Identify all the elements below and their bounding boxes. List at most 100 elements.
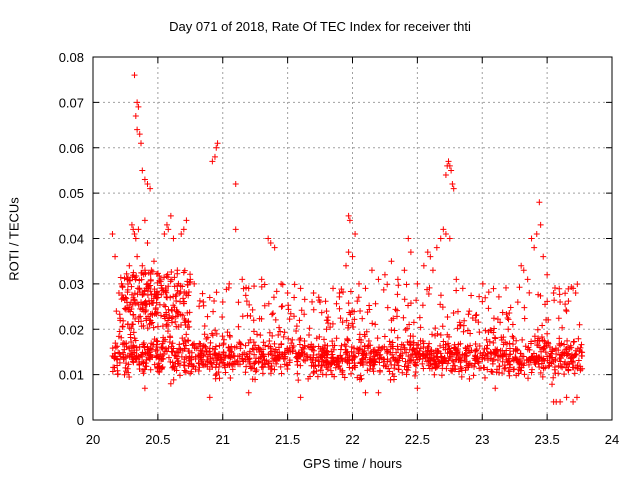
- data-point: [191, 280, 198, 287]
- data-point: [159, 340, 166, 347]
- data-point: [419, 355, 426, 362]
- data-point: [403, 371, 410, 378]
- data-point: [162, 311, 169, 318]
- data-point: [577, 344, 584, 351]
- data-point: [159, 356, 166, 363]
- data-point: [437, 350, 444, 357]
- data-point: [544, 298, 551, 305]
- data-point: [195, 360, 202, 367]
- data-point: [389, 339, 396, 346]
- data-point: [301, 296, 308, 303]
- data-point: [139, 353, 146, 360]
- data-point: [173, 355, 180, 362]
- data-point: [160, 302, 167, 309]
- data-point: [440, 226, 447, 233]
- data-point: [128, 221, 135, 228]
- data-point: [315, 343, 322, 350]
- data-point: [156, 355, 163, 362]
- data-point: [401, 296, 408, 303]
- data-point: [354, 298, 361, 305]
- data-point: [557, 299, 564, 306]
- data-point: [169, 359, 176, 366]
- data-point: [253, 355, 260, 362]
- data-point: [512, 345, 519, 352]
- data-point: [362, 285, 369, 292]
- data-point: [516, 284, 523, 291]
- data-point: [147, 311, 154, 318]
- data-point: [186, 309, 193, 316]
- data-point: [413, 297, 420, 304]
- data-point: [563, 352, 570, 359]
- data-point: [111, 354, 118, 361]
- data-point: [297, 285, 304, 292]
- data-point: [185, 363, 192, 370]
- data-point: [220, 349, 227, 356]
- data-point: [128, 291, 135, 298]
- data-point: [507, 351, 514, 358]
- data-point: [219, 333, 226, 340]
- data-point: [136, 343, 143, 350]
- data-point: [450, 358, 457, 365]
- x-tick-label: 24: [605, 432, 619, 447]
- data-point: [213, 289, 220, 296]
- data-point: [267, 240, 274, 247]
- data-point: [341, 341, 348, 348]
- data-point: [271, 348, 278, 355]
- data-point: [526, 356, 533, 363]
- data-point: [536, 364, 543, 371]
- data-point: [382, 363, 389, 370]
- data-point: [467, 349, 474, 356]
- data-point: [534, 326, 541, 333]
- data-point: [476, 342, 483, 349]
- data-point: [172, 313, 179, 320]
- x-tick-label: 20.5: [145, 432, 170, 447]
- data-point: [531, 333, 538, 340]
- data-point: [310, 344, 317, 351]
- data-point: [570, 339, 577, 346]
- data-point: [246, 348, 253, 355]
- data-point: [485, 305, 492, 312]
- data-point: [473, 346, 480, 353]
- data-point: [139, 306, 146, 313]
- data-point: [170, 376, 177, 383]
- data-point: [186, 323, 193, 330]
- data-point: [120, 349, 127, 356]
- data-point: [114, 343, 121, 350]
- data-point: [576, 321, 583, 328]
- data-point: [457, 340, 464, 347]
- data-point: [140, 339, 147, 346]
- data-point: [131, 72, 138, 79]
- data-point: [117, 274, 124, 281]
- data-point: [180, 226, 187, 233]
- data-point: [167, 380, 174, 387]
- data-point: [465, 364, 472, 371]
- data-point: [538, 357, 545, 364]
- data-point: [305, 375, 312, 382]
- data-point: [142, 363, 149, 370]
- data-point: [381, 343, 388, 350]
- data-point: [168, 269, 175, 276]
- data-point: [221, 336, 228, 343]
- data-point: [522, 343, 529, 350]
- data-point: [323, 308, 330, 315]
- data-point: [199, 290, 206, 297]
- data-point: [335, 363, 342, 370]
- data-point: [498, 334, 505, 341]
- data-point: [414, 280, 421, 287]
- data-point: [149, 268, 156, 275]
- data-point: [545, 339, 552, 346]
- data-point: [471, 363, 478, 370]
- data-point: [136, 366, 143, 373]
- data-point: [329, 338, 336, 345]
- data-point: [448, 167, 455, 174]
- data-point: [287, 310, 294, 317]
- data-point: [246, 358, 253, 365]
- data-point: [154, 270, 161, 277]
- data-point: [318, 362, 325, 369]
- data-point: [133, 355, 140, 362]
- data-point: [229, 366, 236, 373]
- data-point: [577, 365, 584, 372]
- data-point: [293, 323, 300, 330]
- data-point: [516, 360, 523, 367]
- data-point: [223, 286, 230, 293]
